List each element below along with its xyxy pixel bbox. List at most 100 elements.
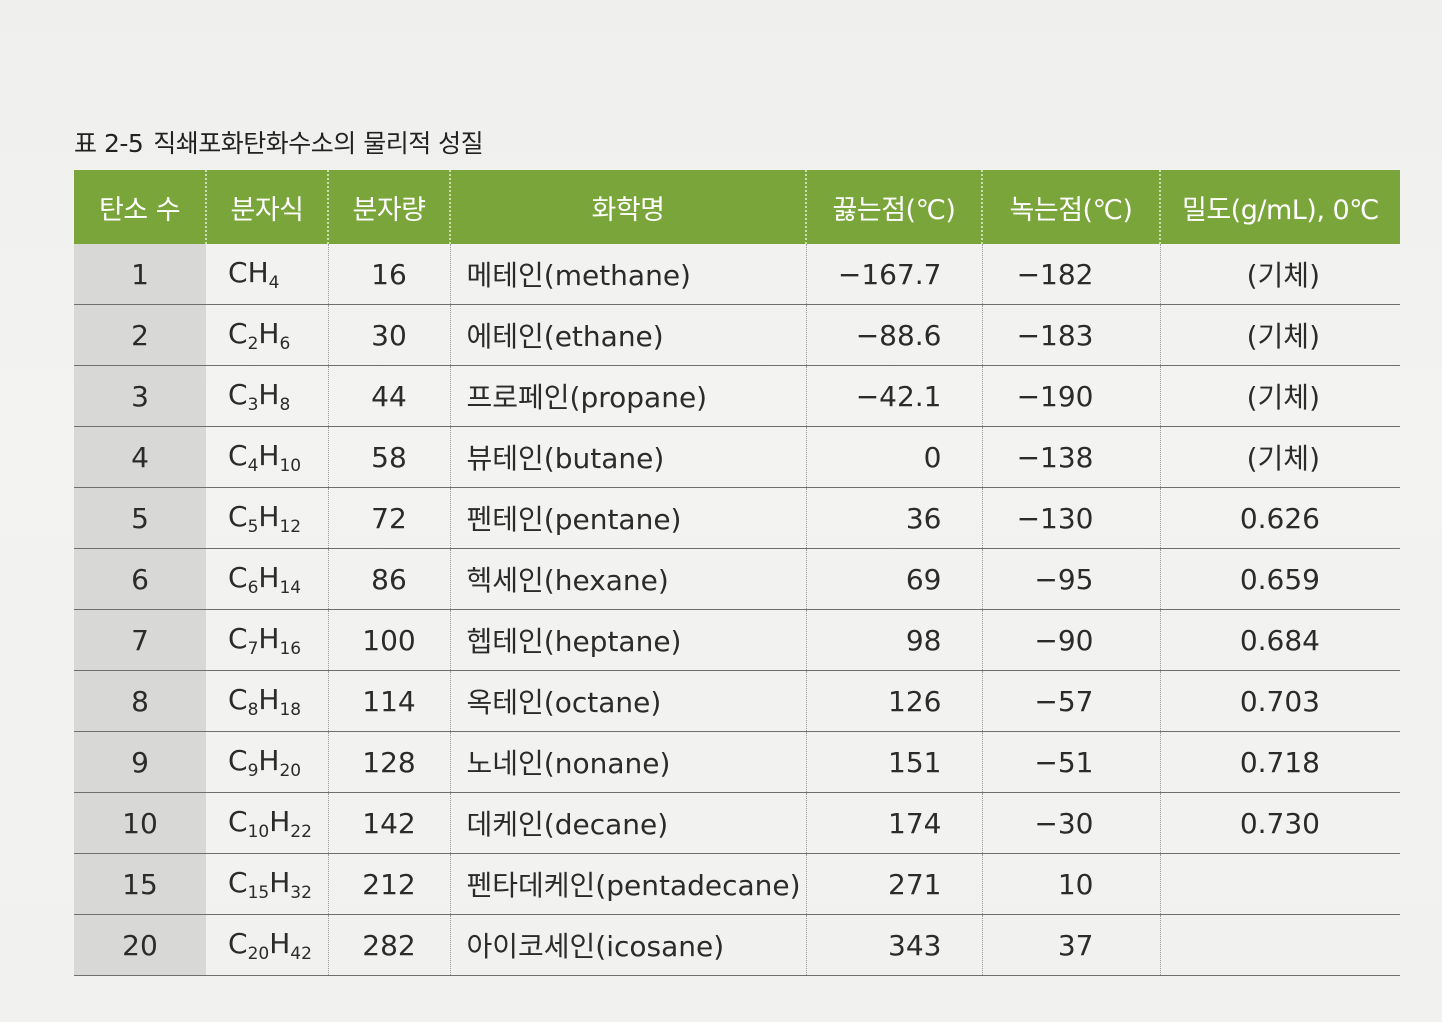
formula-cell: C8H18 [206,670,329,732]
table-row: 3 C3H8 44 프로페인(propane) −42.1 −190 (기체) [74,365,1400,427]
formula-element: H [258,621,280,655]
formula-subscript: 22 [290,821,312,842]
molar-mass-cell: 100 [328,609,451,671]
formula-cell: C20H42 [206,914,329,976]
chemical-name-cell: 아이코세인(icosane) [450,914,807,976]
formula-subscript: 12 [279,516,302,537]
boiling-point-cell: −88.6 [806,304,983,366]
molar-mass-cell: 142 [328,792,451,854]
chemical-name-cell: 옥테인(octane) [450,670,807,732]
table-row: 7 C7H16 100 헵테인(heptane) 98 −90 0.684 [74,609,1400,671]
formula-element: C [228,865,248,899]
table-caption: 표 2-5 직쇄포화탄화수소의 물리적 성질 [74,124,484,160]
melting-point-cell: −51 [982,731,1161,793]
molar-mass-cell: 282 [328,914,451,976]
density-cell: (기체) [1160,426,1400,488]
boiling-point-cell: 271 [806,853,983,915]
carbon-count-cell: 15 [74,853,206,915]
density-cell [1160,853,1400,915]
molar-mass-cell: 58 [328,426,451,488]
carbon-count-cell: 3 [74,365,206,427]
melting-point-cell: −138 [982,426,1161,488]
formula-element: H [258,560,280,594]
chemical-name-cell: 데케인(decane) [450,792,807,854]
formula-subscript: 32 [290,882,312,903]
formula-element: C [228,377,248,411]
melting-point-cell: −57 [982,670,1161,732]
formula-element: H [258,316,280,350]
formula-element: H [258,377,280,411]
formula-subscript: 20 [279,760,302,781]
table-row: 6 C6H14 86 헥세인(hexane) 69 −95 0.659 [74,548,1400,610]
molar-mass-cell: 114 [328,670,451,732]
formula-subscript: 5 [247,516,259,537]
formula-subscript: 42 [290,943,312,964]
carbon-count-cell: 7 [74,609,206,671]
molar-mass-cell: 30 [328,304,451,366]
melting-point-cell: −95 [982,548,1161,610]
formula-subscript: 18 [279,699,302,720]
boiling-point-cell: 151 [806,731,983,793]
table-row: 5 C5H12 72 펜테인(pentane) 36 −130 0.626 [74,487,1400,549]
formula-element: C [228,804,248,838]
melting-point-cell: −90 [982,609,1161,671]
table-row: 8 C8H18 114 옥테인(octane) 126 −57 0.703 [74,670,1400,732]
melting-point-cell: 10 [982,853,1161,915]
chemical-name-cell: 펜테인(pentane) [450,487,807,549]
carbon-count-cell: 1 [74,244,206,305]
density-cell: 0.718 [1160,731,1400,793]
formula-cell: C5H12 [206,487,329,549]
melting-point-cell: −182 [982,244,1161,305]
formula-element: H [269,926,291,960]
formula-cell: C3H8 [206,365,329,427]
chemical-name-cell: 헥세인(hexane) [450,548,807,610]
header-melting-point: 녹는점(℃) [982,170,1161,244]
table-row: 20 C20H42 282 아이코세인(icosane) 343 37 [74,914,1400,976]
boiling-point-cell: 0 [806,426,983,488]
melting-point-cell: 37 [982,914,1161,976]
formula-subscript: 2 [247,333,259,354]
density-cell: (기체) [1160,304,1400,366]
density-cell: 0.730 [1160,792,1400,854]
melting-point-cell: −190 [982,365,1161,427]
carbon-count-cell: 8 [74,670,206,732]
carbon-count-cell: 20 [74,914,206,976]
table-body: 1 CH4 16 메테인(methane) −167.7 −182 (기체) 2 C2H6 30 에… [74,244,1400,976]
header-formula: 분자식 [206,170,329,244]
table-number: 표 2-5 [74,129,144,158]
formula-element: C [228,255,248,289]
molar-mass-cell: 128 [328,731,451,793]
formula-subscript: 15 [247,882,270,903]
boiling-point-cell: 36 [806,487,983,549]
density-cell: 0.659 [1160,548,1400,610]
density-cell: 0.703 [1160,670,1400,732]
boiling-point-cell: 126 [806,670,983,732]
formula-cell: C9H20 [206,731,329,793]
table-row: 1 CH4 16 메테인(methane) −167.7 −182 (기체) [74,244,1400,305]
formula-element: C [228,621,248,655]
chemical-name-cell: 뷰테인(butane) [450,426,807,488]
formula-subscript: 4 [268,272,280,293]
formula-subscript: 3 [247,394,259,415]
chemical-name-cell: 노네인(nonane) [450,731,807,793]
formula-element: C [228,743,248,777]
molar-mass-cell: 44 [328,365,451,427]
chemical-name-cell: 펜타데케인(pentadecane) [450,853,807,915]
formula-subscript: 8 [279,394,291,415]
melting-point-cell: −183 [982,304,1161,366]
formula-element: C [228,499,248,533]
boiling-point-cell: 98 [806,609,983,671]
header-density: 밀도(g/mL), 0℃ [1160,170,1400,244]
boiling-point-cell: 69 [806,548,983,610]
carbon-count-cell: 10 [74,792,206,854]
chemical-name-cell: 에테인(ethane) [450,304,807,366]
formula-cell: CH4 [206,244,329,305]
formula-cell: C6H14 [206,548,329,610]
formula-cell: C4H10 [206,426,329,488]
boiling-point-cell: 343 [806,914,983,976]
molar-mass-cell: 86 [328,548,451,610]
density-cell: 0.684 [1160,609,1400,671]
boiling-point-cell: −42.1 [806,365,983,427]
formula-subscript: 7 [247,638,259,659]
